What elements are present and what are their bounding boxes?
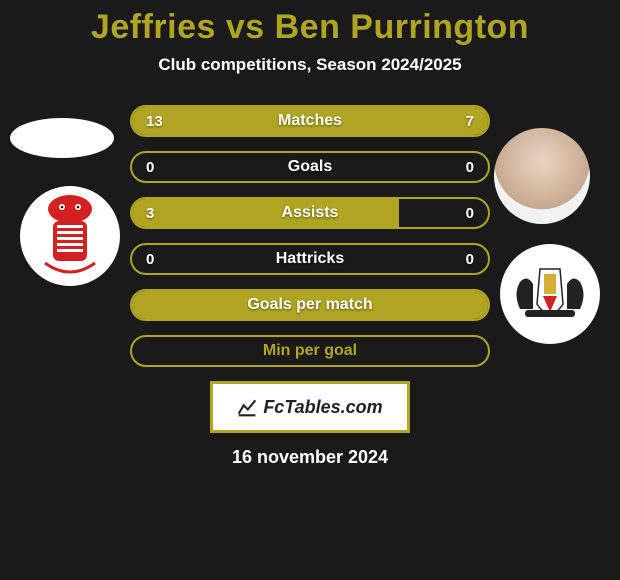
chart-icon bbox=[237, 397, 257, 417]
stat-label: Hattricks bbox=[276, 250, 344, 268]
stat-row: 0 Goals 0 bbox=[130, 151, 490, 183]
stat-value-left: 13 bbox=[146, 113, 163, 130]
stat-row: Min per goal bbox=[130, 335, 490, 367]
stat-value-left: 3 bbox=[146, 205, 154, 222]
player2-club-crest bbox=[500, 244, 600, 344]
player2-name: Ben Purrington bbox=[275, 8, 529, 46]
stat-label: Assists bbox=[282, 204, 339, 222]
stat-row: 3 Assists 0 bbox=[130, 197, 490, 229]
stat-value-left: 0 bbox=[146, 251, 154, 268]
stat-value-right: 0 bbox=[466, 205, 474, 222]
comparison-rows: 13 Matches 7 0 Goals 0 3 Assists 0 0 Hattricks 0 Goa… bbox=[130, 105, 490, 367]
stat-value-right: 0 bbox=[466, 159, 474, 176]
comparison-title: Jeffries vs Ben Purrington bbox=[0, 8, 620, 47]
stat-row: 0 Hattricks 0 bbox=[130, 243, 490, 275]
player2-avatar bbox=[494, 128, 590, 224]
stat-label: Min per goal bbox=[263, 342, 357, 360]
stat-fill-left bbox=[132, 199, 399, 227]
stat-label: Goals bbox=[288, 158, 332, 176]
watermark-text: FcTables.com bbox=[263, 397, 382, 418]
stat-value-right: 7 bbox=[466, 113, 474, 130]
stat-label: Goals per match bbox=[247, 296, 372, 314]
date-text: 16 november 2024 bbox=[0, 447, 620, 468]
stat-value-right: 0 bbox=[466, 251, 474, 268]
player1-avatar bbox=[10, 118, 114, 158]
stat-row: Goals per match bbox=[130, 289, 490, 321]
stat-label: Matches bbox=[278, 112, 342, 130]
watermark: FcTables.com bbox=[210, 381, 410, 433]
player1-name: Jeffries bbox=[91, 8, 216, 46]
vs-text: vs bbox=[226, 8, 265, 46]
player1-club-crest bbox=[20, 186, 120, 286]
subtitle: Club competitions, Season 2024/2025 bbox=[0, 55, 620, 75]
stat-value-left: 0 bbox=[146, 159, 154, 176]
stat-row: 13 Matches 7 bbox=[130, 105, 490, 137]
